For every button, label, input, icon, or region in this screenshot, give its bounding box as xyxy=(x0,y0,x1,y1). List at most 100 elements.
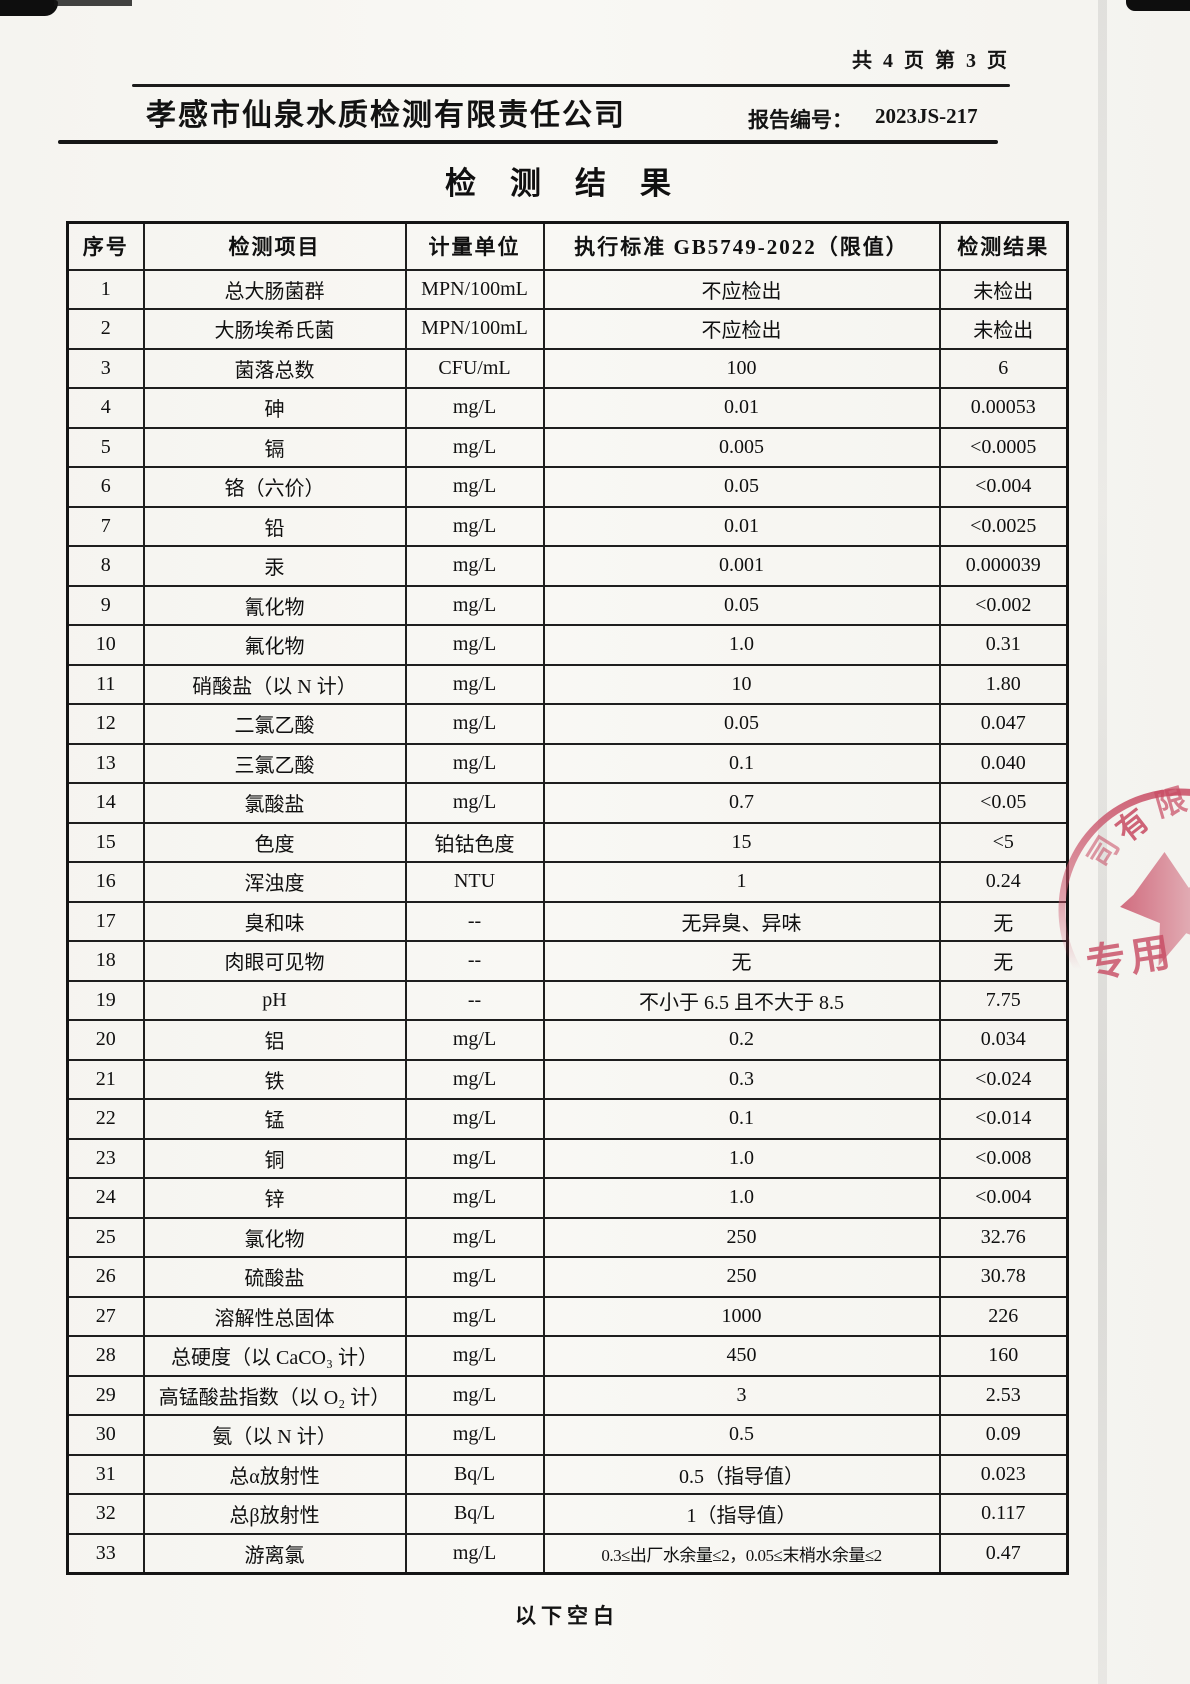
result: 0.09 xyxy=(938,1414,1069,1456)
row-number: 8 xyxy=(66,545,145,587)
unit: mg/L xyxy=(404,387,545,429)
standard-limit: 15 xyxy=(542,821,941,863)
item-name: 二氯乙酸 xyxy=(142,703,407,745)
table-row: 12 二氯乙酸 mg/L 0.05 0.047 xyxy=(66,703,1069,745)
unit: -- xyxy=(404,900,545,942)
item-name: 铬（六价） xyxy=(142,466,407,508)
item-name: 铁 xyxy=(142,1058,407,1100)
result: 0.034 xyxy=(938,1019,1069,1061)
row-number: 29 xyxy=(66,1374,145,1416)
item-name: 铝 xyxy=(142,1019,407,1061)
item-name: pH xyxy=(142,979,407,1021)
table-row: 21 铁 mg/L 0.3 <0.024 xyxy=(66,1058,1069,1100)
unit: mg/L xyxy=(404,703,545,745)
table-row: 31 总α放射性 Bq/L 0.5（指导值） 0.023 xyxy=(66,1453,1069,1495)
unit: mg/L xyxy=(404,1335,545,1377)
result: 无 xyxy=(938,940,1069,982)
result: <0.0025 xyxy=(938,505,1069,547)
result: 0.000039 xyxy=(938,545,1069,587)
row-number: 25 xyxy=(66,1216,145,1258)
table-row: 23 铜 mg/L 1.0 <0.008 xyxy=(66,1137,1069,1179)
standard-limit: 1.0 xyxy=(542,624,941,666)
item-name: 锌 xyxy=(142,1177,407,1219)
unit: MPN/100mL xyxy=(404,308,545,350)
row-number: 7 xyxy=(66,505,145,547)
standard-limit: 100 xyxy=(542,347,941,389)
column-header: 检测项目 xyxy=(142,221,407,271)
result: <0.004 xyxy=(938,1177,1069,1219)
standard-limit: 0.05 xyxy=(542,584,941,626)
item-name: 汞 xyxy=(142,545,407,587)
row-number: 12 xyxy=(66,703,145,745)
report-number-value: 2023JS-217 xyxy=(875,104,978,128)
row-number: 10 xyxy=(66,624,145,666)
item-name: 总α放射性 xyxy=(142,1453,407,1495)
unit: mg/L xyxy=(404,1216,545,1258)
table-row: 1 总大肠菌群 MPN/100mL 不应检出 未检出 xyxy=(66,268,1069,310)
item-name: 砷 xyxy=(142,387,407,429)
item-name: 锰 xyxy=(142,1098,407,1140)
column-header: 检测结果 xyxy=(938,221,1069,271)
item-name: 游离氯 xyxy=(142,1532,407,1574)
row-number: 9 xyxy=(66,584,145,626)
row-number: 16 xyxy=(66,861,145,903)
result: 未检出 xyxy=(938,308,1069,350)
item-name: 镉 xyxy=(142,426,407,468)
unit: mg/L xyxy=(404,1532,545,1574)
unit: MPN/100mL xyxy=(404,268,545,310)
table-row: 20 铝 mg/L 0.2 0.034 xyxy=(66,1019,1069,1061)
item-name: 三氯乙酸 xyxy=(142,742,407,784)
item-name: 氨（以 N 计） xyxy=(142,1414,407,1456)
item-name: 硝酸盐（以 N 计） xyxy=(142,663,407,705)
standard-limit: 1.0 xyxy=(542,1137,941,1179)
result: <0.004 xyxy=(938,466,1069,508)
table-row: 30 氨（以 N 计） mg/L 0.5 0.09 xyxy=(66,1414,1069,1456)
standard-limit: 10 xyxy=(542,663,941,705)
table-row: 16 浑浊度 NTU 1 0.24 xyxy=(66,861,1069,903)
standard-limit: 0.1 xyxy=(542,1098,941,1140)
standard-limit: 0.001 xyxy=(542,545,941,587)
item-name: 总大肠菌群 xyxy=(142,268,407,310)
table-row: 33 游离氯 mg/L 0.3≤出厂水余量≤2，0.05≤末梢水余量≤2 0.47 xyxy=(66,1532,1069,1574)
row-number: 11 xyxy=(66,663,145,705)
unit: Bq/L xyxy=(404,1493,545,1535)
unit: mg/L xyxy=(404,1058,545,1100)
row-number: 15 xyxy=(66,821,145,863)
standard-limit: 0.1 xyxy=(542,742,941,784)
row-number: 30 xyxy=(66,1414,145,1456)
standard-limit: 1000 xyxy=(542,1295,941,1337)
standard-limit: 1 xyxy=(542,861,941,903)
standard-limit: 0.05 xyxy=(542,466,941,508)
report-number-label: 报告编号： xyxy=(748,108,853,132)
company-seal-stamp: 司 有 限 专用 xyxy=(1058,782,1190,988)
item-name: 菌落总数 xyxy=(142,347,407,389)
item-name: 高锰酸盐指数（以 O₂ 计） xyxy=(142,1374,407,1416)
row-number: 24 xyxy=(66,1177,145,1219)
report-number-block: 报告编号： 2023JS-217 xyxy=(748,104,978,134)
table-header-row: 序号 检测项目 计量单位 执行标准 GB5749-2022（限值） 检测结果 xyxy=(66,221,1069,271)
unit: mg/L xyxy=(404,1137,545,1179)
row-number: 1 xyxy=(66,268,145,310)
table-row: 4 砷 mg/L 0.01 0.00053 xyxy=(66,387,1069,429)
item-name: 臭和味 xyxy=(142,900,407,942)
table-row: 27 溶解性总固体 mg/L 1000 226 xyxy=(66,1295,1069,1337)
company-name: 孝感市仙泉水质检测有限责任公司 xyxy=(146,99,626,132)
result: <0.008 xyxy=(938,1137,1069,1179)
table-row: 17 臭和味 -- 无异臭、异味无 xyxy=(66,900,1069,942)
result: 0.047 xyxy=(938,703,1069,745)
result: 2.53 xyxy=(938,1374,1069,1416)
result: 0.24 xyxy=(938,861,1069,903)
standard-limit: 0.01 xyxy=(542,505,941,547)
row-number: 26 xyxy=(66,1256,145,1298)
item-name: 浑浊度 xyxy=(142,861,407,903)
scan-artifact-top-left-streak xyxy=(54,0,132,6)
standard-limit: 0.3≤出厂水余量≤2，0.05≤末梢水余量≤2 xyxy=(542,1532,941,1574)
table-row: 10 氟化物 mg/L 1.0 0.31 xyxy=(66,624,1069,666)
result: 32.76 xyxy=(938,1216,1069,1258)
row-number: 19 xyxy=(66,979,145,1021)
seal-bottom-text: 专用 xyxy=(1083,929,1177,987)
unit: mg/L xyxy=(404,1374,545,1416)
result: 无 xyxy=(938,900,1069,942)
result: <0.014 xyxy=(938,1098,1069,1140)
